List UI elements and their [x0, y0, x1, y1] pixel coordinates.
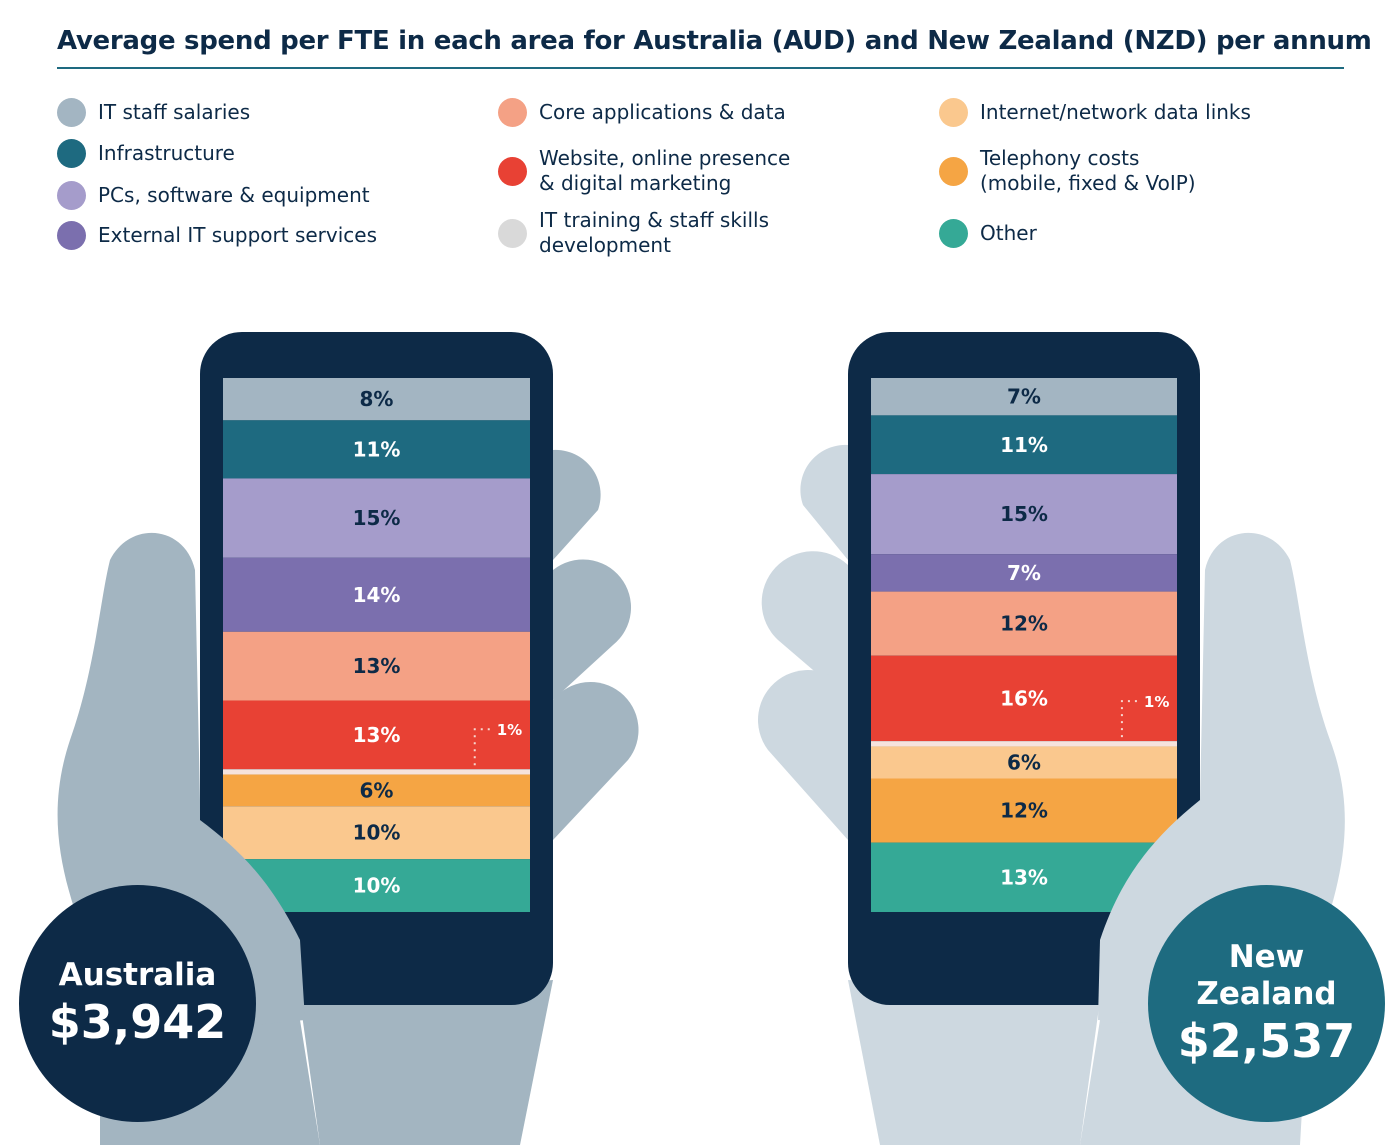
segment-label-other: 10%	[353, 874, 401, 898]
legend-item-it_staff: IT staff salaries	[57, 98, 250, 127]
legend-label: Website, online presence & digital marke…	[539, 146, 791, 195]
australia-total-badge: Australia $3,942	[19, 885, 256, 1122]
bar-segment-website	[871, 655, 1177, 742]
segment-label-telephony: 6%	[360, 778, 394, 802]
legend-label: IT staff salaries	[98, 100, 251, 124]
legend-swatch	[939, 98, 968, 127]
bar-segment-external	[871, 554, 1177, 592]
segment-label-pcs: 15%	[353, 506, 401, 530]
segment-label-it_staff: 7%	[1007, 385, 1041, 409]
legend-swatch	[939, 219, 968, 248]
segment-label-other: 13%	[1000, 865, 1048, 889]
legend-swatch	[498, 218, 527, 248]
bar-segment-infra	[223, 420, 530, 479]
australia-label: Australia	[58, 957, 217, 993]
legend-swatch	[498, 156, 527, 186]
segment-label-core: 12%	[1000, 612, 1048, 636]
segment-label-internet: 10%	[353, 821, 401, 845]
bar-segment-website	[223, 700, 530, 770]
legend-item-internet: Internet/network data links	[939, 98, 1251, 127]
legend-label: Internet/network data links	[980, 100, 1251, 124]
legend-label: Core applications & data	[539, 100, 786, 124]
segment-label-training: 1%	[497, 721, 522, 739]
segment-label-core: 13%	[353, 654, 401, 678]
segment-label-infra: 11%	[353, 437, 401, 461]
legend-item-other: Other	[939, 219, 1037, 248]
bar-segment-it_staff	[871, 378, 1177, 416]
new-zealand-total: $2,537	[1177, 1013, 1356, 1068]
bar-segment-external	[223, 557, 530, 632]
segment-label-pcs: 15%	[1000, 502, 1048, 526]
bar-segment-telephony	[223, 774, 530, 807]
segment-label-external: 14%	[353, 583, 401, 607]
legend-swatch	[939, 156, 968, 186]
legend-swatch	[57, 98, 86, 127]
legend-item-infra: Infrastructure	[57, 139, 235, 168]
leader-line	[1120, 700, 1140, 738]
segment-label-it_staff: 8%	[360, 387, 394, 411]
bar-segment-it_staff	[223, 378, 530, 421]
legend-label: External IT support services	[98, 223, 378, 247]
title-divider	[57, 67, 1344, 69]
legend-item-pcs: PCs, software & equipment	[57, 181, 370, 210]
bar-segment-internet	[871, 746, 1177, 779]
segment-label-telephony: 12%	[1000, 799, 1048, 823]
segment-label-website: 16%	[1000, 686, 1048, 710]
bar-segment-pcs	[223, 478, 530, 558]
legend-label: PCs, software & equipment	[98, 183, 370, 207]
segment-label-infra: 11%	[1000, 433, 1048, 457]
segment-label-internet: 6%	[1007, 750, 1041, 774]
legend-item-website: Website, online presence & digital marke…	[498, 146, 799, 196]
legend-swatch	[498, 98, 527, 127]
chart-title: Average spend per FTE in each area for A…	[57, 26, 1372, 56]
legend-item-telephony: Telephony costs (mobile, fixed & VoIP)	[939, 146, 1220, 196]
legend-swatch	[57, 221, 86, 250]
new-zealand-total-badge: New Zealand $2,537	[1148, 885, 1385, 1122]
australia-total: $3,942	[48, 995, 227, 1049]
bar-segment-internet	[223, 806, 530, 860]
bar-segment-core	[223, 631, 530, 701]
leader-line	[473, 728, 493, 766]
bar-segment-core	[871, 591, 1177, 656]
bar-segment-telephony	[871, 778, 1177, 843]
segment-label-training: 1%	[1144, 693, 1169, 711]
legend-item-external: External IT support services	[57, 221, 377, 250]
bar-segment-pcs	[871, 474, 1177, 555]
new-zealand-label-2: Zealand	[1196, 975, 1337, 1012]
legend-label: Telephony costs (mobile, fixed & VoIP)	[980, 146, 1196, 195]
segment-label-website: 13%	[353, 723, 401, 747]
bar-segment-training	[871, 741, 1177, 747]
legend-swatch	[57, 181, 86, 210]
bar-segment-infra	[871, 415, 1177, 475]
new-zealand-label-1: New	[1228, 938, 1305, 975]
segment-label-external: 7%	[1007, 561, 1041, 585]
legend-item-training: IT training & staff skills development	[498, 208, 799, 258]
legend-label: Infrastructure	[98, 141, 235, 165]
legend-label: IT training & staff skills development	[539, 208, 770, 257]
legend-item-core: Core applications & data	[498, 98, 786, 127]
legend-label: Other	[980, 221, 1037, 245]
legend-swatch	[57, 139, 86, 168]
bar-segment-training	[223, 769, 530, 775]
